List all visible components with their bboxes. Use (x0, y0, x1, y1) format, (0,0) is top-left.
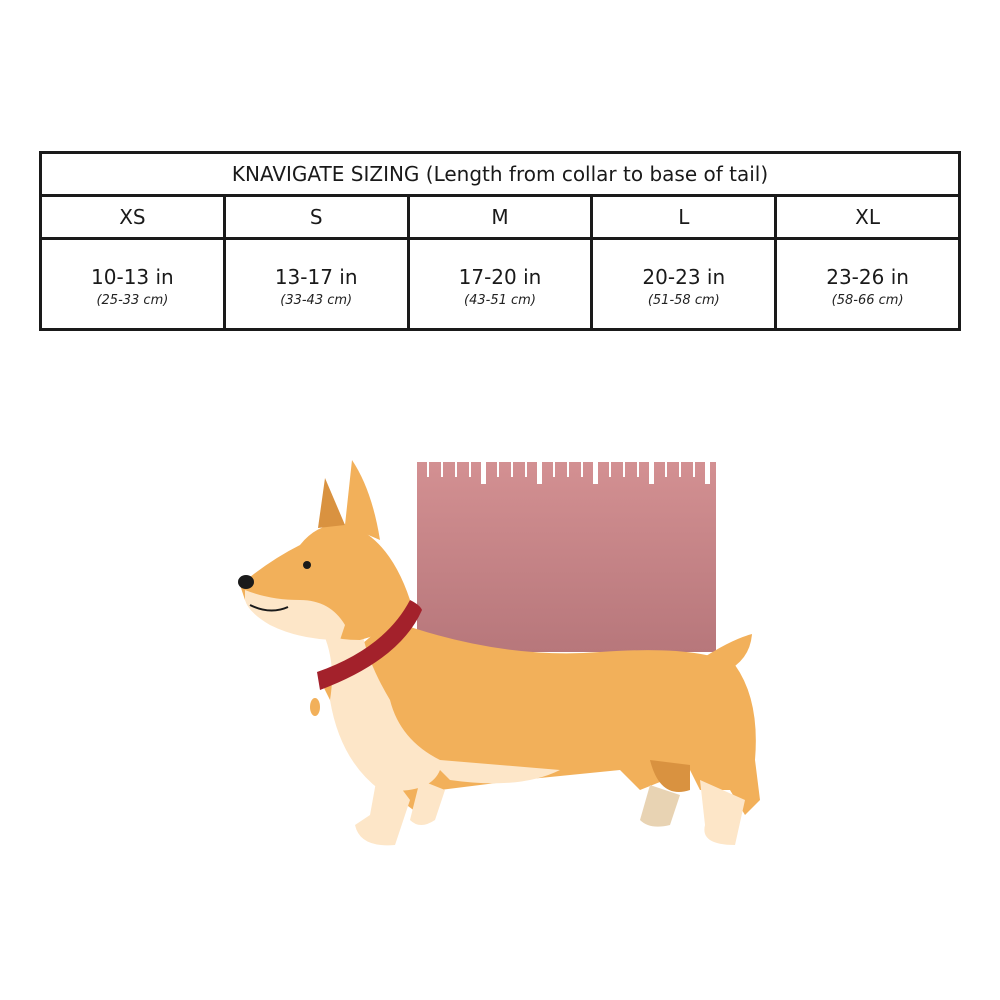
ruler-tick (525, 462, 527, 477)
size-s: S (222, 194, 410, 240)
corgi-icon (238, 460, 760, 846)
ruler-tick (427, 462, 429, 477)
value-xs: 10-13 in (25-33 cm) (39, 237, 226, 331)
sizing-table: KNAVIGATE SIZING (Length from collar to … (39, 151, 961, 331)
inches: 17-20 in (458, 264, 542, 289)
ruler-tick (593, 462, 598, 484)
ruler-tick (537, 462, 542, 484)
ruler-tick (481, 462, 486, 484)
ruler-tick (649, 462, 654, 484)
inches: 20-23 in (642, 264, 726, 289)
inches: 23-26 in (826, 264, 909, 289)
ruler-tick (567, 462, 569, 477)
table-title: KNAVIGATE SIZING (Length from collar to … (39, 151, 961, 197)
value-l: 20-23 in (51-58 cm) (590, 237, 778, 331)
size-m: M (406, 194, 594, 240)
size-xl: XL (774, 194, 961, 240)
centimeters: (33-43 cm) (280, 292, 353, 308)
ruler-tick (679, 462, 681, 477)
size-label-row: XS S M L XL (39, 194, 961, 240)
size-value-row: 10-13 in (25-33 cm) 13-17 in (33-43 cm) 17… (39, 237, 961, 331)
value-xl: 23-26 in (58-66 cm) (774, 237, 961, 331)
ruler-tick (469, 462, 471, 477)
centimeters: (43-51 cm) (464, 292, 536, 308)
centimeters: (58-66 cm) (831, 292, 904, 308)
ruler-tick (665, 462, 667, 477)
inches: 13-17 in (274, 264, 358, 289)
value-s: 13-17 in (33-43 cm) (222, 237, 410, 331)
ruler-tick (623, 462, 625, 477)
ruler-tick (511, 462, 513, 477)
size-l: L (590, 194, 778, 240)
ruler-tick (581, 462, 583, 477)
ruler-tick (609, 462, 611, 477)
inches: 10-13 in (91, 264, 174, 289)
ruler-tick (497, 462, 499, 477)
size-xs: XS (39, 194, 226, 240)
ruler-tick (455, 462, 457, 477)
ruler-tick (553, 462, 555, 477)
ruler-tick (441, 462, 443, 477)
corgi-illustration (238, 460, 760, 846)
ruler-tick (693, 462, 695, 477)
ruler-tick (705, 462, 710, 484)
value-m: 17-20 in (43-51 cm) (406, 237, 594, 331)
ruler-tick (637, 462, 639, 477)
centimeters: (51-58 cm) (647, 292, 720, 308)
ruler-icon (417, 462, 716, 652)
centimeters: (25-33 cm) (96, 292, 169, 308)
